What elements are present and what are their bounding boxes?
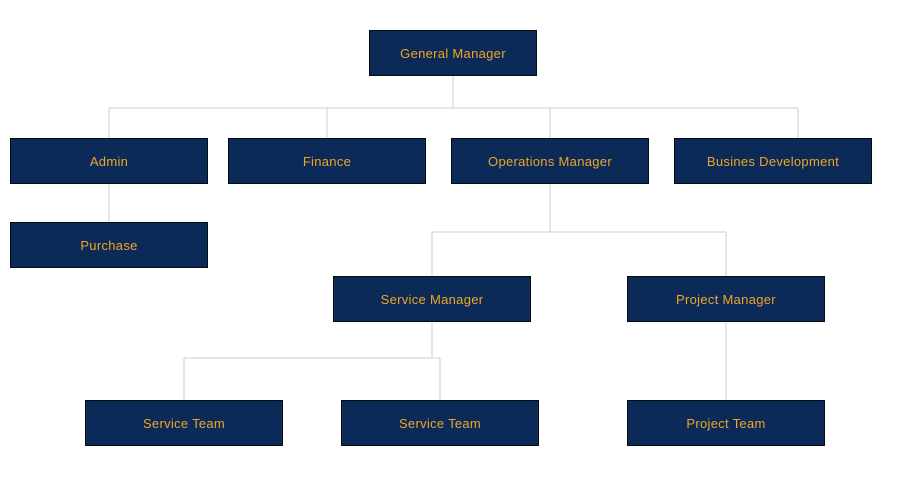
org-node-label: General Manager [400, 46, 506, 61]
org-node-service-team-2: Service Team [341, 400, 539, 446]
org-node-general-manager: General Manager [369, 30, 537, 76]
org-node-purchase: Purchase [10, 222, 208, 268]
org-node-label: Project Manager [676, 292, 776, 307]
org-node-label: Operations Manager [488, 154, 612, 169]
org-node-operations-manager: Operations Manager [451, 138, 649, 184]
org-node-label: Busines Development [707, 154, 839, 169]
org-node-label: Admin [90, 154, 128, 169]
org-node-project-team: Project Team [627, 400, 825, 446]
org-node-finance: Finance [228, 138, 426, 184]
org-node-label: Service Team [143, 416, 225, 431]
org-node-label: Purchase [80, 238, 137, 253]
org-node-service-manager: Service Manager [333, 276, 531, 322]
org-node-service-team-1: Service Team [85, 400, 283, 446]
org-node-label: Service Team [399, 416, 481, 431]
org-node-project-manager: Project Manager [627, 276, 825, 322]
org-node-label: Finance [303, 154, 351, 169]
org-node-label: Project Team [686, 416, 765, 431]
org-node-business-development: Busines Development [674, 138, 872, 184]
org-node-admin: Admin [10, 138, 208, 184]
org-node-label: Service Manager [381, 292, 484, 307]
